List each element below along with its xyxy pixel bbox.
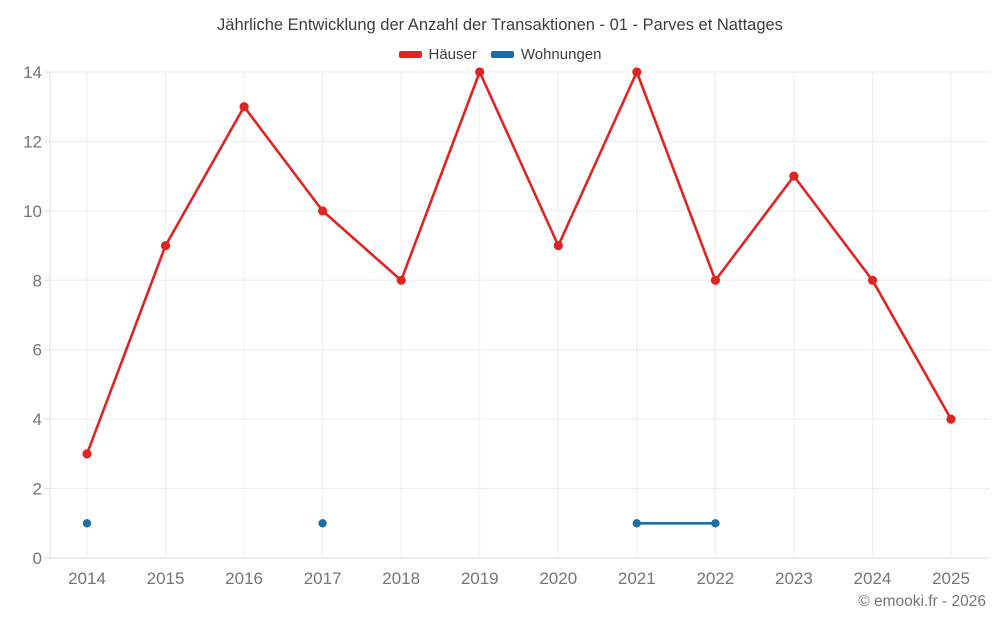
series-haeuser-line	[85, 70, 953, 456]
legend-swatch-haeuser-icon	[398, 51, 422, 58]
data-point-haeuser-2022[interactable]	[710, 275, 721, 285]
data-point-haeuser-2019[interactable]	[475, 67, 485, 77]
chart-title: Jährliche Entwicklung der Anzahl der Tra…	[217, 16, 783, 34]
data-point-haeuser-2015[interactable]	[160, 241, 171, 251]
axes	[44, 71, 990, 559]
legend-label-wohnungen: Wohnungen	[520, 46, 602, 63]
y-tick-label: 2	[33, 480, 42, 499]
y-tick-label: 8	[33, 271, 42, 290]
legend-item-wohnungen[interactable]: Wohnungen	[490, 46, 602, 63]
data-point-haeuser-2018[interactable]	[396, 275, 406, 285]
series-haeuser	[82, 67, 956, 459]
y-tick-label: 14	[23, 63, 42, 82]
x-tick-label-2019: 2019	[461, 569, 499, 588]
data-point-haeuser-2016[interactable]	[239, 102, 249, 112]
y-tick-label: 0	[33, 549, 42, 568]
x-tick-label-2023: 2023	[775, 569, 813, 588]
data-point-wohnungen-2014[interactable]	[82, 519, 92, 528]
x-tick-label-2018: 2018	[382, 569, 420, 588]
series-wohnungen	[82, 519, 720, 528]
data-point-haeuser-2021[interactable]	[632, 67, 642, 77]
x-tick-label-2024: 2024	[854, 569, 892, 588]
x-tick-label-2016: 2016	[225, 569, 263, 588]
y-tick-label: 6	[33, 341, 42, 360]
data-point-haeuser-2024[interactable]	[867, 275, 878, 285]
data-point-haeuser-2017[interactable]	[318, 206, 328, 216]
x-axis-labels: 2014 2015 2016 2017 2018 2019 2020 2021 2022 2023…	[68, 569, 970, 588]
copyright-text: © emooki.fr - 2026	[858, 593, 986, 610]
legend-item-haeuser[interactable]: Häuser	[398, 46, 477, 63]
y-tick-label: 4	[33, 410, 42, 429]
legend-swatch-wohnungen-icon	[490, 51, 514, 58]
y-tick-label: 12	[23, 132, 42, 151]
data-point-haeuser-2020[interactable]	[553, 241, 563, 251]
data-point-haeuser-2023[interactable]	[789, 171, 799, 181]
data-point-wohnungen-2021[interactable]	[632, 519, 641, 528]
x-tick-label-2022: 2022	[696, 569, 734, 588]
data-point-haeuser-2014[interactable]	[82, 449, 92, 459]
x-tick-label-2014: 2014	[68, 569, 106, 588]
x-tick-label-2020: 2020	[539, 569, 577, 588]
legend: Häuser Wohnungen	[0, 46, 1000, 63]
gridlines	[50, 71, 990, 559]
x-tick-label-2021: 2021	[618, 569, 656, 588]
legend-label-haeuser: Häuser	[428, 46, 477, 63]
x-tick-label-2015: 2015	[147, 569, 185, 588]
x-tick-label-2025: 2025	[932, 569, 970, 588]
data-point-wohnungen-2022[interactable]	[711, 519, 720, 528]
data-point-wohnungen-2017[interactable]	[318, 519, 327, 528]
y-tick-label: 10	[23, 202, 42, 221]
y-axis-labels: 0 2 4 6 8 10 12 14	[23, 63, 42, 568]
x-tick-label-2017: 2017	[304, 569, 342, 588]
data-point-haeuser-2025[interactable]	[946, 414, 956, 424]
